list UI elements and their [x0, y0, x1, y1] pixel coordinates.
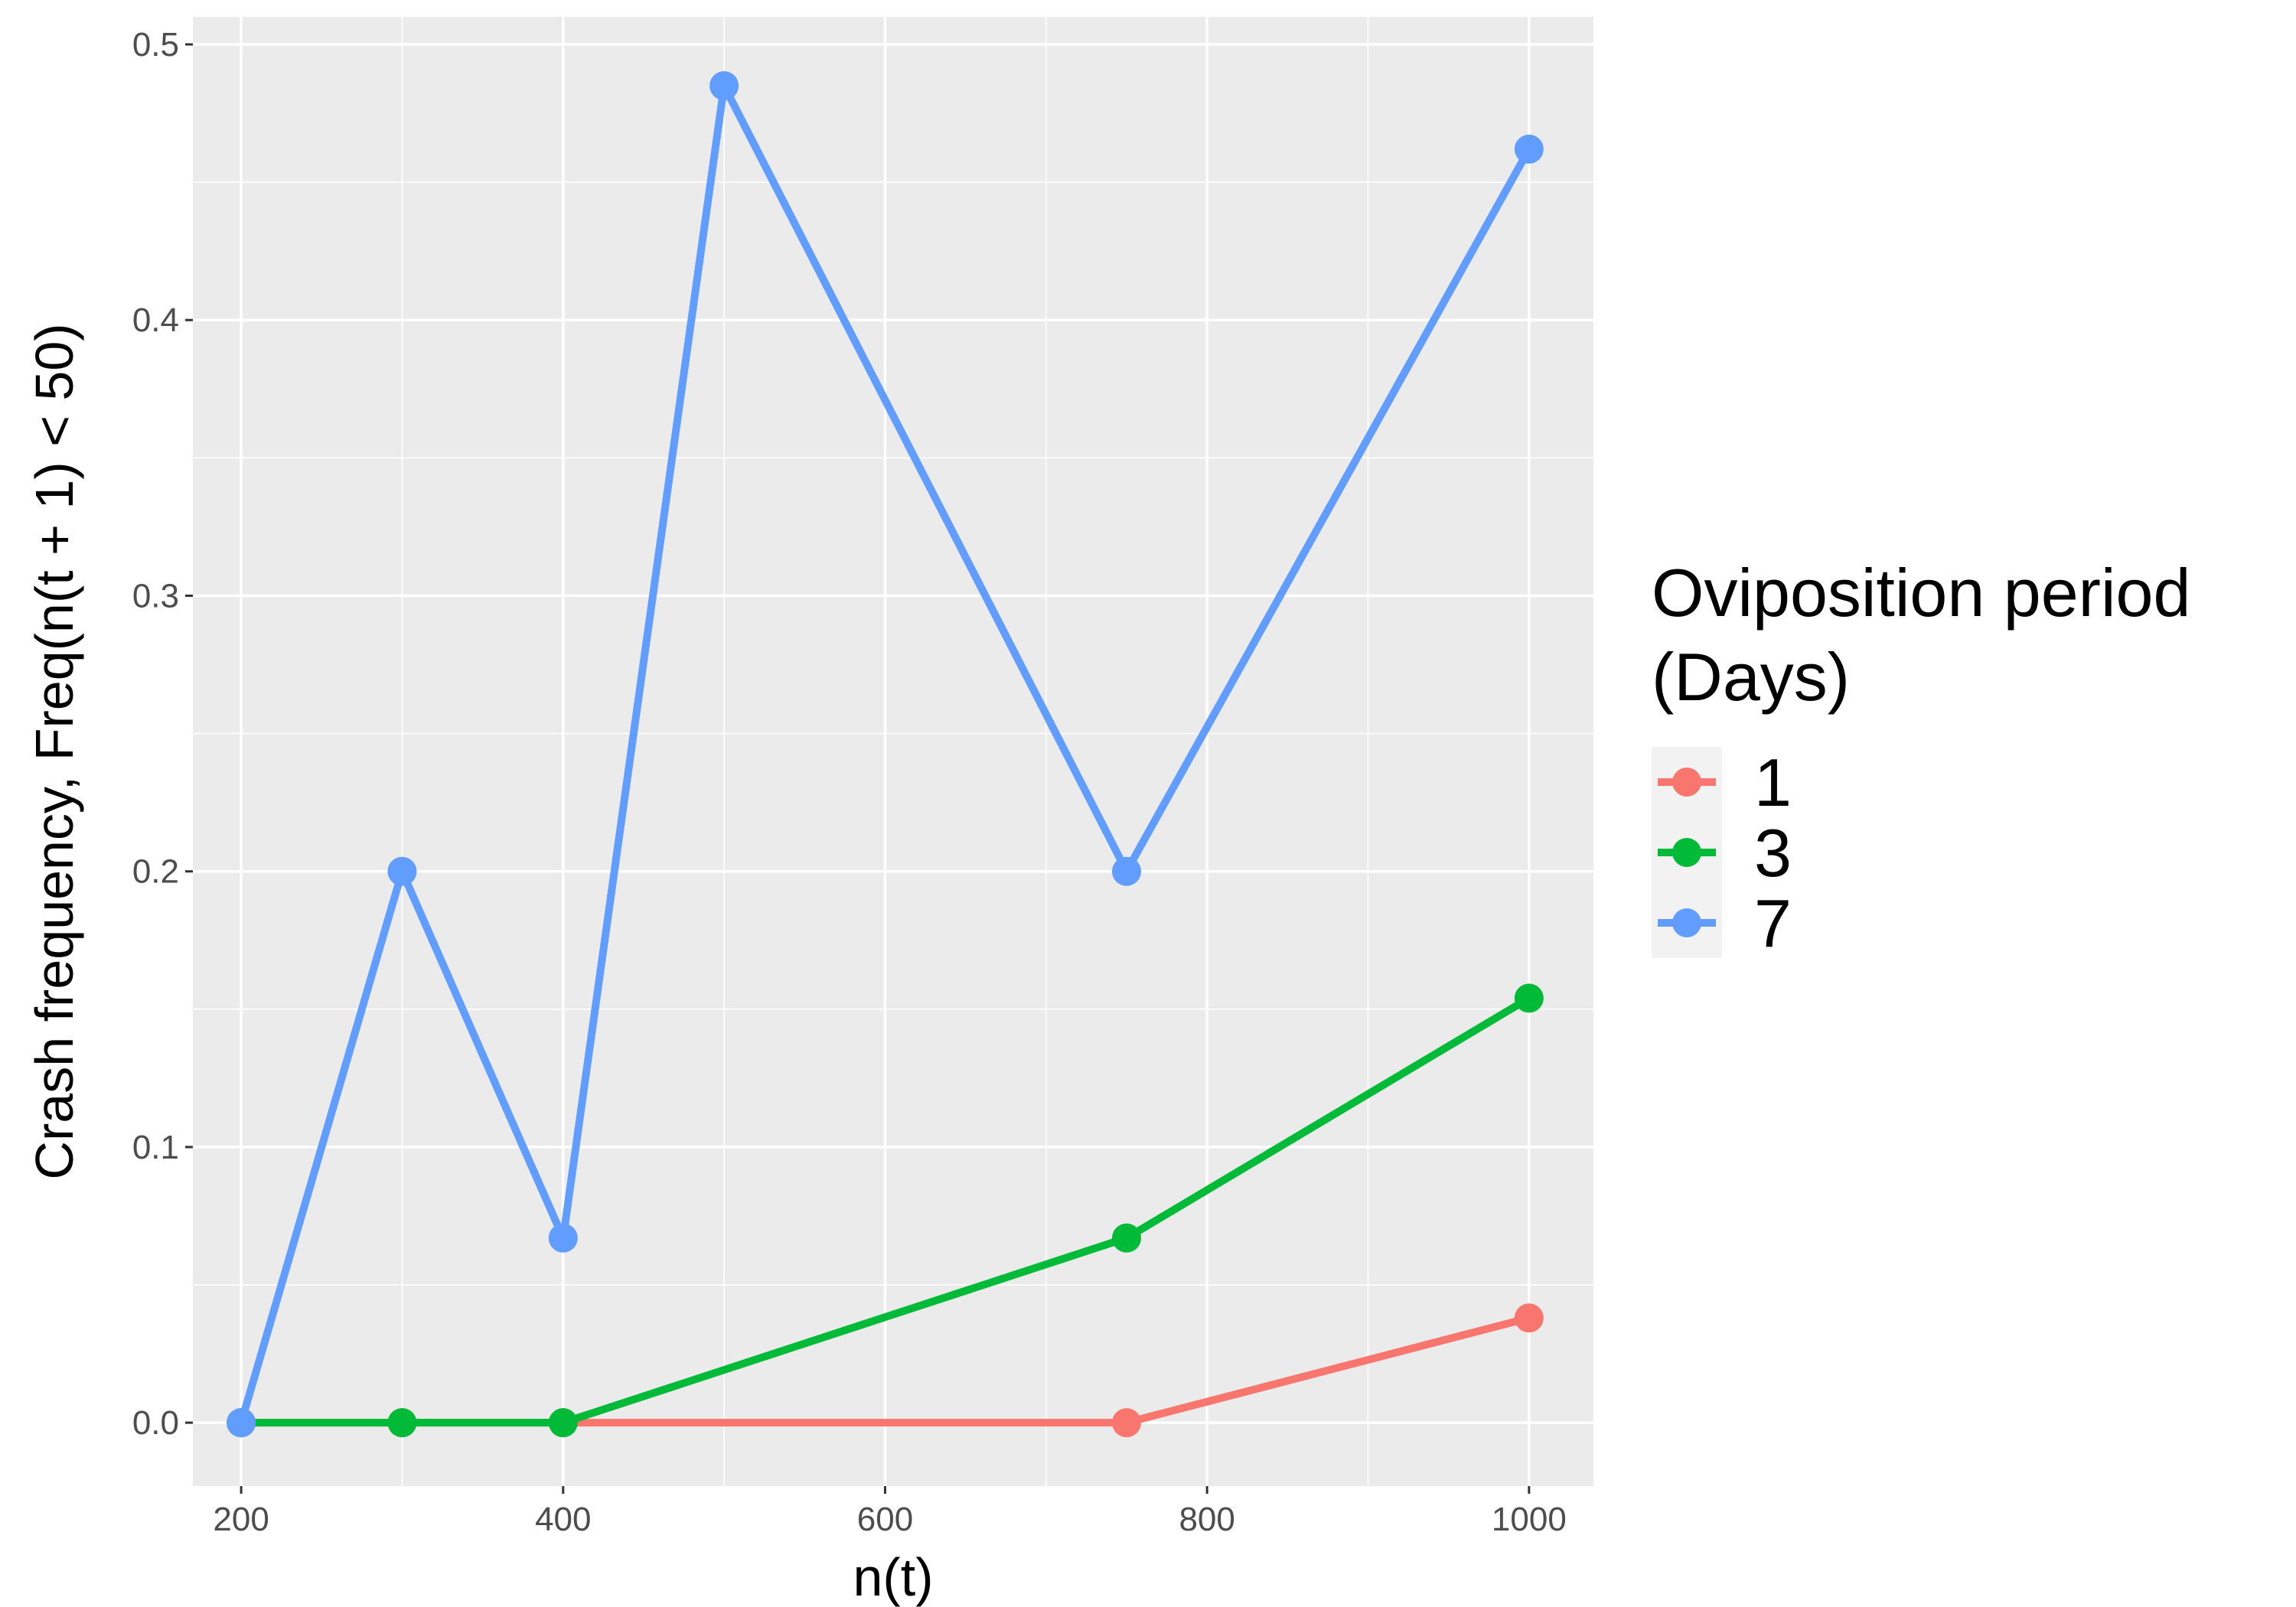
- legend-key-point: [1672, 908, 1701, 937]
- y-tick-label: 0.2: [132, 853, 179, 891]
- legend-key-point: [1672, 768, 1701, 797]
- data-point-7: [709, 71, 739, 101]
- series-7: [227, 71, 1544, 1438]
- legend-label: 3: [1754, 815, 1792, 891]
- y-axis-title: Crash frequency, Freq(n(t + 1) < 50): [24, 323, 84, 1179]
- legend-key-point: [1672, 838, 1701, 867]
- y-tick-label: 0.3: [132, 577, 179, 614]
- legend-items: 137: [1652, 745, 1792, 961]
- data-point-7: [548, 1223, 578, 1253]
- legend-item-1: 1: [1652, 745, 1792, 820]
- y-tick-label: 0.4: [132, 302, 179, 339]
- x-tick-label: 400: [535, 1501, 591, 1538]
- data-point-3: [1112, 1223, 1141, 1253]
- y-tick-label: 0.1: [132, 1129, 179, 1166]
- legend: Oviposition period (Days) 137: [1652, 555, 2190, 961]
- legend-item-3: 3: [1652, 815, 1792, 891]
- series-layer: [227, 71, 1544, 1438]
- data-point-7: [227, 1408, 256, 1438]
- x-tick-label: 800: [1179, 1501, 1234, 1538]
- series-line-7: [237, 82, 1533, 1424]
- major-gridlines: [193, 17, 1593, 1486]
- legend-label: 1: [1754, 745, 1792, 820]
- data-point-3: [1514, 983, 1544, 1013]
- legend-label: 7: [1754, 885, 1792, 961]
- data-point-3: [387, 1408, 417, 1438]
- data-point-1: [1514, 1303, 1544, 1333]
- x-axis-title: n(t): [853, 1547, 934, 1607]
- y-axis: 0.0 0.1 0.2 0.3 0.4 0.5: [132, 26, 193, 1442]
- y-tick-label: 0.5: [132, 26, 179, 64]
- x-tick-label: 200: [213, 1501, 269, 1538]
- data-point-7: [387, 856, 417, 886]
- legend-title-line1: Oviposition period: [1652, 555, 2190, 631]
- data-point-7: [1112, 856, 1141, 886]
- minor-gridlines: [193, 17, 1593, 1486]
- x-axis: 200 400 600 800 1000: [213, 1486, 1567, 1538]
- y-tick-label: 0.0: [132, 1404, 179, 1442]
- x-tick-label: 600: [857, 1501, 913, 1538]
- data-point-7: [1514, 134, 1544, 164]
- plot-panel: [193, 17, 1593, 1486]
- data-point-3: [548, 1408, 578, 1438]
- legend-item-7: 7: [1652, 885, 1792, 961]
- data-point-1: [1112, 1408, 1141, 1438]
- x-tick-label: 1000: [1492, 1501, 1567, 1538]
- legend-title-line2: (Days): [1652, 639, 1850, 715]
